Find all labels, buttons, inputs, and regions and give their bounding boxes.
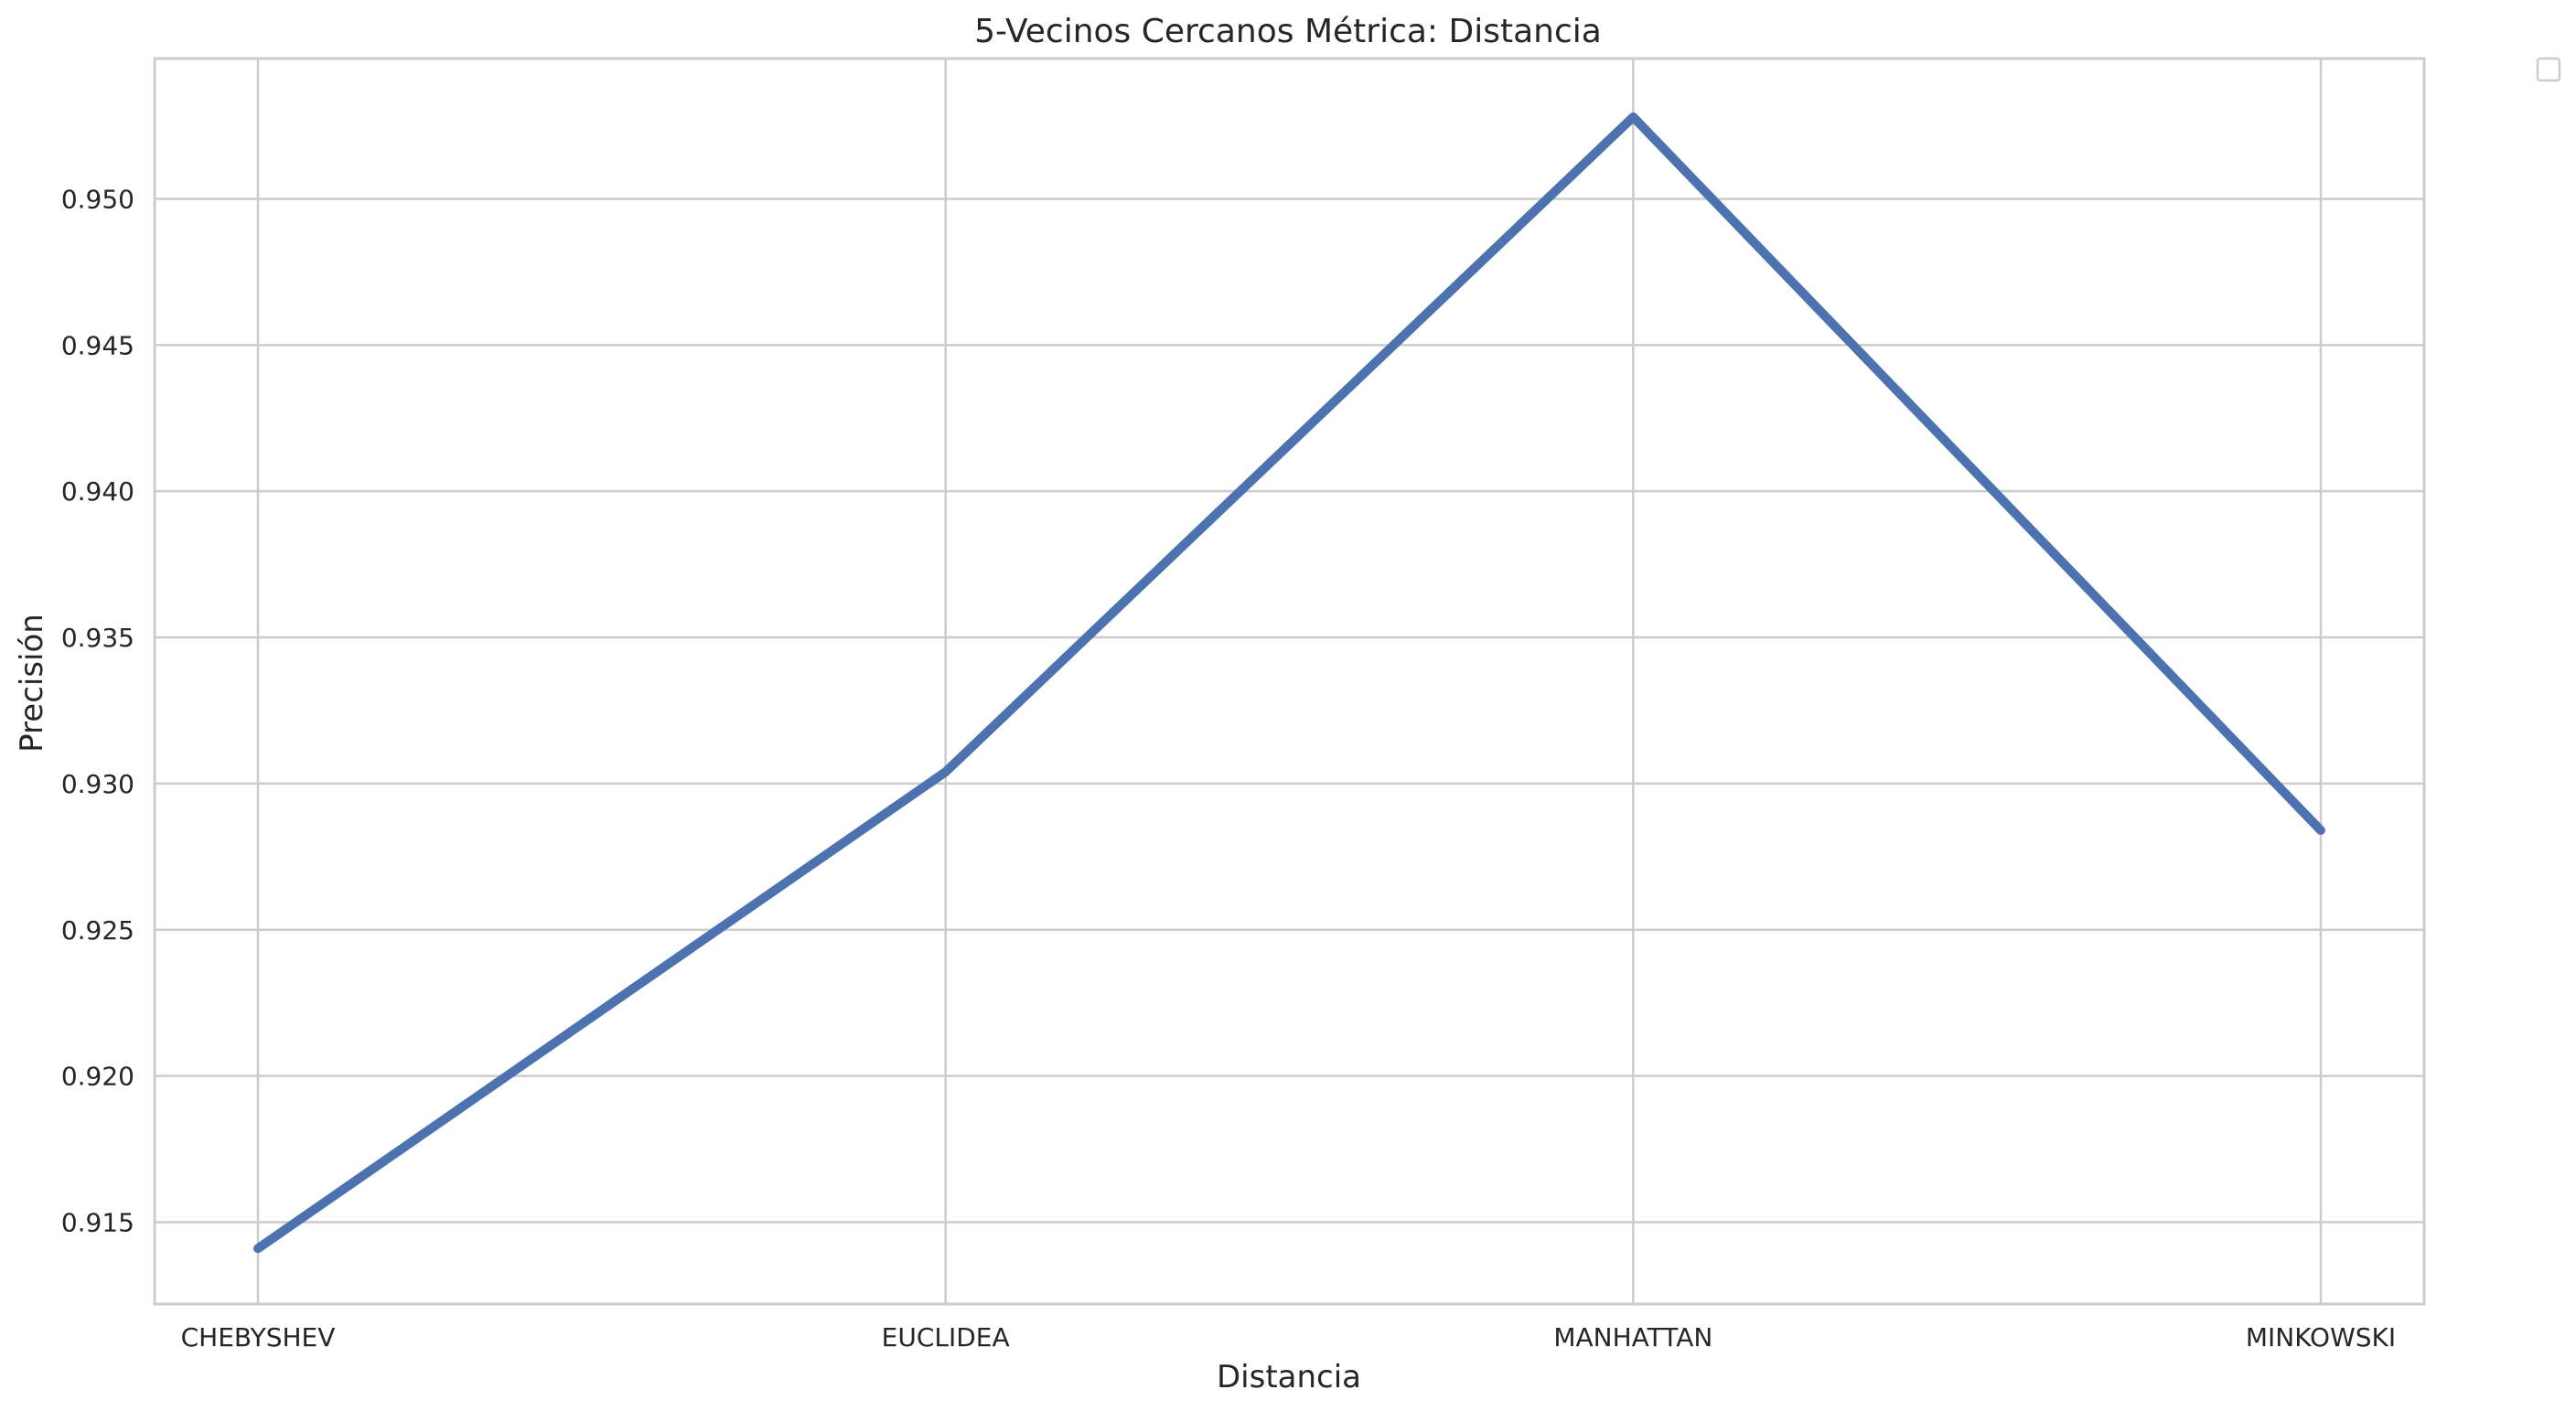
chart-title: 5-Vecinos Cercanos Métrica: Distancia xyxy=(974,13,1602,50)
y-axis-ticks: 0.915 0.920 0.925 0.930 0.935 0.940 0.945 0.950 xyxy=(61,184,134,1237)
series-line xyxy=(253,112,2325,1254)
y-tick-label: 0.920 xyxy=(61,1062,134,1092)
y-tick-label: 0.945 xyxy=(61,330,134,360)
x-tick-label: EUCLIDEA xyxy=(882,1322,1010,1352)
x-tick-label: CHEBYSHEV xyxy=(181,1322,336,1352)
data-point xyxy=(257,1247,259,1249)
grid xyxy=(155,59,2424,1304)
plot-frame xyxy=(153,57,2426,1306)
y-tick-label: 0.915 xyxy=(61,1207,134,1237)
series-layer xyxy=(253,112,2325,1254)
x-tick-label: MANHATTAN xyxy=(1553,1322,1712,1352)
data-point xyxy=(2320,829,2322,831)
data-point xyxy=(1632,116,1634,118)
y-tick-label: 0.930 xyxy=(61,769,134,799)
y-axis-label: Precisión xyxy=(14,614,50,753)
x-axis-label: Distancia xyxy=(1217,1359,1361,1395)
y-tick-label: 0.925 xyxy=(61,915,134,946)
x-axis-ticks: CHEBYSHEV EUCLIDEA MANHATTAN MINKOWSKI xyxy=(181,1322,2397,1352)
x-tick-label: MINKOWSKI xyxy=(2246,1322,2396,1352)
data-point xyxy=(945,771,947,773)
y-tick-label: 0.940 xyxy=(61,476,134,507)
y-tick-label: 0.935 xyxy=(61,623,134,653)
legend-box xyxy=(2536,57,2561,82)
y-tick-label: 0.950 xyxy=(61,184,134,214)
